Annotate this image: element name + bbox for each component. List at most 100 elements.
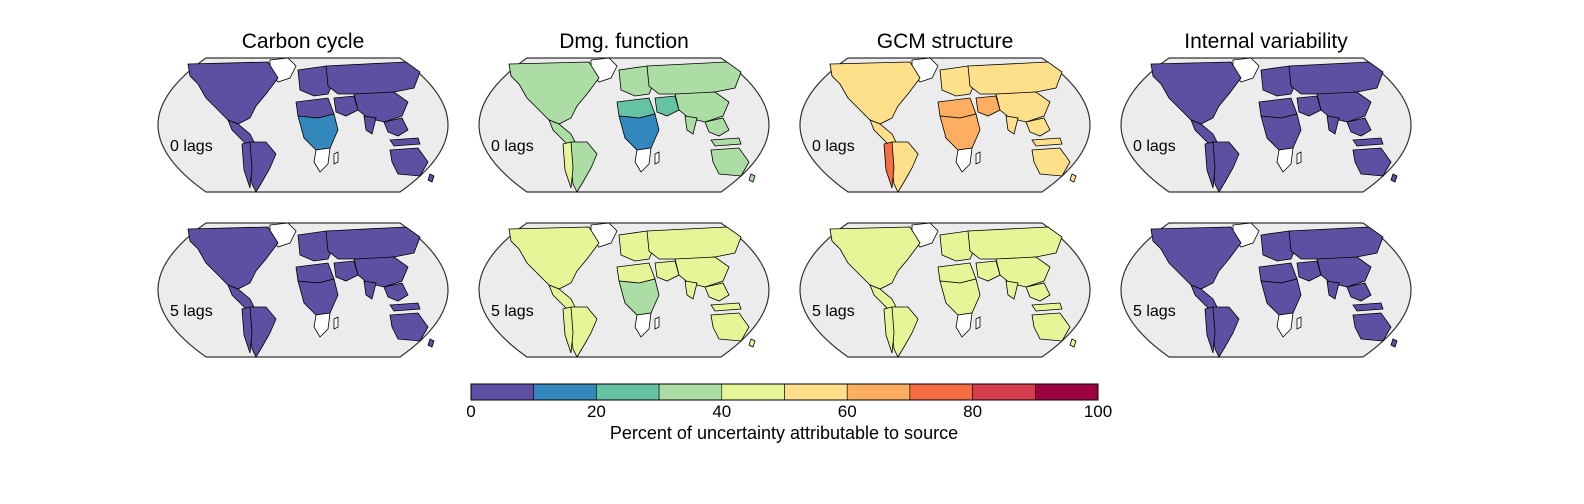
region-s-am-west: [883, 306, 895, 354]
region-africa-n: [616, 97, 656, 119]
colorbar: 0 20 40 60 80 100 Percent of uncertainty…: [466, 383, 1112, 443]
colorbar-label: Percent of uncertainty attributable to s…: [610, 423, 958, 443]
region-africa-n: [1258, 262, 1298, 284]
region-africa-c: [1260, 278, 1302, 316]
region-africa-n: [295, 262, 335, 284]
region-australia: [1031, 312, 1071, 342]
region-africa-n: [937, 262, 977, 284]
region-africa-c: [618, 278, 660, 316]
colorbar-bin: [909, 383, 973, 401]
colorbar-tick: 100: [1084, 402, 1112, 421]
region-madagasc: [654, 316, 660, 330]
region-nz: [1069, 173, 1077, 183]
column-title: Dmg. function: [559, 30, 689, 53]
region-australia: [710, 312, 750, 342]
region-india: [1326, 115, 1340, 135]
region-indonesia: [1352, 302, 1384, 312]
region-s-am-west: [562, 141, 574, 189]
colorbar-bin: [846, 383, 911, 401]
region-australia: [1352, 312, 1392, 342]
lag-label: 0 lags: [812, 138, 855, 155]
lag-label: 0 lags: [1133, 138, 1176, 155]
colorbar-bin: [658, 383, 723, 401]
map-panel: 0 lags: [1120, 57, 1412, 193]
region-nz: [1390, 338, 1398, 348]
region-india: [684, 115, 698, 135]
region-mideast: [333, 260, 359, 282]
region-asia: [995, 91, 1051, 123]
lag-label: 0 lags: [170, 138, 213, 155]
colorbar-bin: [721, 383, 785, 401]
region-mideast: [654, 260, 680, 282]
region-africa-s: [634, 312, 652, 338]
region-madagasc: [333, 316, 339, 330]
region-mideast: [975, 260, 1001, 282]
region-s-am-west: [562, 306, 574, 354]
map-panel: 5 lags: [1120, 222, 1412, 358]
region-india: [1326, 280, 1340, 300]
colorbar-bin: [784, 383, 848, 401]
region-africa-c: [939, 278, 981, 316]
region-nz: [427, 173, 435, 183]
region-asia: [1316, 91, 1372, 123]
region-mideast: [1296, 95, 1322, 117]
region-madagasc: [333, 151, 339, 165]
region-se-asia: [383, 117, 409, 137]
region-africa-c: [297, 113, 339, 151]
colorbar-tick: 80: [963, 402, 982, 421]
region-russia: [1288, 61, 1384, 95]
colorbar-bin: [470, 383, 535, 401]
region-se-asia: [1025, 117, 1051, 137]
colorbar-bin: [1035, 383, 1099, 401]
region-madagasc: [975, 151, 981, 165]
region-indonesia: [389, 137, 421, 147]
region-india: [684, 280, 698, 300]
map-panel: 5 lags: [157, 222, 449, 358]
colorbar-bin: [533, 383, 597, 401]
region-russia: [325, 226, 421, 260]
map-panel: 5 lags: [478, 222, 770, 358]
map-panel: 0 lags: [799, 57, 1091, 193]
region-russia: [1288, 226, 1384, 260]
colorbar-bin: [596, 383, 660, 401]
colorbar-tick: 60: [838, 402, 857, 421]
region-madagasc: [654, 151, 660, 165]
region-asia: [1316, 256, 1372, 288]
colorbar-tick: 20: [587, 402, 606, 421]
region-australia: [710, 147, 750, 177]
region-africa-n: [937, 97, 977, 119]
region-s-am-west: [1204, 306, 1216, 354]
region-indonesia: [389, 302, 421, 312]
region-australia: [1352, 147, 1392, 177]
colorbar-tick: 40: [712, 402, 731, 421]
map-panel: 0 lags: [157, 57, 449, 193]
region-africa-n: [295, 97, 335, 119]
region-africa-c: [297, 278, 339, 316]
region-russia: [967, 61, 1063, 95]
region-india: [1005, 115, 1019, 135]
region-mideast: [975, 95, 1001, 117]
region-russia: [967, 226, 1063, 260]
region-s-am-west: [241, 306, 253, 354]
region-indonesia: [710, 302, 742, 312]
lag-label: 0 lags: [491, 138, 534, 155]
region-s-am-west: [883, 141, 895, 189]
region-africa-s: [1276, 147, 1294, 173]
region-india: [363, 280, 377, 300]
region-asia: [353, 256, 409, 288]
region-indonesia: [1352, 137, 1384, 147]
region-africa-s: [955, 312, 973, 338]
region-africa-c: [939, 113, 981, 151]
map-grid: Carbon cycle 0 lags 5 lags Dmg. function 0 l…: [157, 30, 1412, 358]
region-india: [363, 115, 377, 135]
region-russia: [325, 61, 421, 95]
lag-label: 5 lags: [170, 303, 213, 320]
colorbar-tick: 0: [466, 402, 475, 421]
map-panel: 5 lags: [799, 222, 1091, 358]
region-nz: [1390, 173, 1398, 183]
region-indonesia: [710, 137, 742, 147]
lag-label: 5 lags: [491, 303, 534, 320]
region-mideast: [654, 95, 680, 117]
region-asia: [995, 256, 1051, 288]
